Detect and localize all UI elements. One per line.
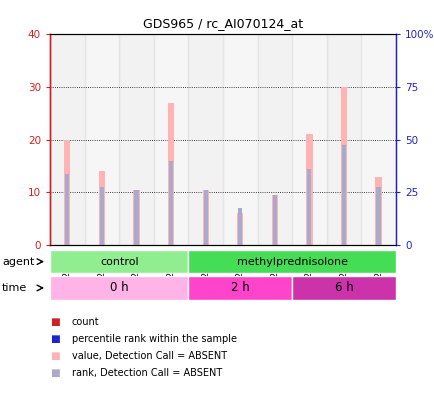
Bar: [119, 34, 154, 245]
Bar: [326, 34, 361, 245]
Text: agent: agent: [2, 257, 34, 266]
Bar: [188, 34, 223, 245]
Bar: [168, 103, 174, 245]
Text: count: count: [72, 317, 99, 327]
Bar: [306, 134, 312, 245]
Text: control: control: [100, 257, 138, 266]
Text: rank, Detection Call = ABSENT: rank, Detection Call = ABSENT: [72, 368, 221, 378]
Bar: [99, 171, 105, 245]
Bar: [188, 250, 395, 273]
Text: 6 h: 6 h: [334, 281, 352, 294]
Bar: [361, 34, 395, 245]
Bar: [202, 190, 208, 245]
Text: methylprednisolone: methylprednisolone: [236, 257, 347, 266]
Bar: [134, 190, 138, 245]
Text: ■: ■: [50, 368, 59, 378]
Bar: [271, 195, 277, 245]
Bar: [133, 190, 139, 245]
Text: time: time: [2, 283, 27, 293]
Bar: [50, 250, 188, 273]
Bar: [272, 195, 276, 245]
Bar: [99, 187, 104, 245]
Bar: [340, 87, 346, 245]
Bar: [188, 276, 292, 300]
Bar: [64, 140, 70, 245]
Bar: [237, 208, 242, 245]
Bar: [85, 34, 119, 245]
Text: 0 h: 0 h: [110, 281, 128, 294]
Bar: [203, 190, 207, 245]
Bar: [237, 213, 243, 245]
Bar: [257, 34, 292, 245]
Text: 2 h: 2 h: [230, 281, 249, 294]
Bar: [375, 187, 380, 245]
Bar: [154, 34, 188, 245]
Text: percentile rank within the sample: percentile rank within the sample: [72, 334, 236, 344]
Bar: [292, 34, 326, 245]
Bar: [168, 161, 173, 245]
Bar: [292, 276, 395, 300]
Text: ■: ■: [50, 317, 59, 327]
Text: ■: ■: [50, 351, 59, 361]
Bar: [223, 34, 257, 245]
Text: ■: ■: [50, 334, 59, 344]
Bar: [50, 34, 84, 245]
Bar: [306, 168, 311, 245]
Text: value, Detection Call = ABSENT: value, Detection Call = ABSENT: [72, 351, 227, 361]
Title: GDS965 / rc_AI070124_at: GDS965 / rc_AI070124_at: [142, 17, 302, 30]
Bar: [65, 174, 69, 245]
Bar: [50, 276, 188, 300]
Bar: [375, 177, 381, 245]
Bar: [341, 145, 345, 245]
